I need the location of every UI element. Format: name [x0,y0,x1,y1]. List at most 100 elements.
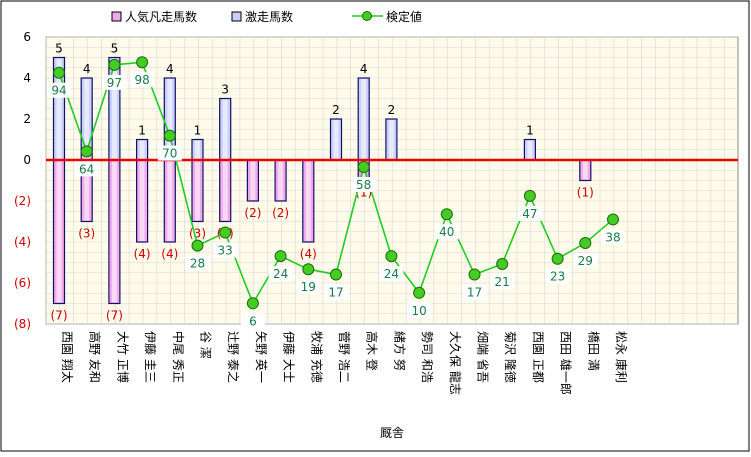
x-tick-label: 大竹 正博 [115,331,130,383]
kentei-data-label: 21 [495,275,510,289]
kentei-label-bg [407,302,432,318]
kentei-label-bg [601,229,625,245]
bar-label-gekiso: 1 [138,124,146,138]
bar-label-ninki-bonso: (7) [51,309,68,323]
bar-label-ninki-bonso: (4) [134,247,151,261]
bar-gekiso-highlight [84,79,90,159]
y-tick-label: 4 [23,71,31,85]
kentei-label-bg [47,82,71,98]
kentei-point [302,263,315,276]
x-tick-label: 中尾 秀正 [171,331,186,383]
kentei-point [136,56,149,69]
bar-gekiso-highlight [195,140,200,159]
legend-marker-kentei [362,11,372,21]
bar-label-ninki-bonso: (7) [106,309,123,323]
kentei-data-label: 58 [356,178,371,192]
bar-label-ninki-bonso: (3) [189,227,206,241]
bar-gekiso-highlight [139,140,145,159]
bar-gekiso-highlight [527,140,533,159]
kentei-data-label: 23 [550,270,565,284]
kentei-point [246,297,259,310]
kentei-label-bg [185,255,210,271]
kentei-data-label: 47 [522,207,537,221]
bar-gekiso-highlight [388,120,394,159]
kentei-point [496,257,509,270]
x-tick-label: 牧浦 充徳 [309,331,324,383]
kentei-label-bg [240,313,265,329]
y-tick-label: 6 [23,30,31,44]
bar-label-gekiso: 3 [221,83,229,97]
x-tick-label: 谷 潔 [199,331,213,359]
x-tick-label: 菊沢 隆徳 [503,331,518,383]
bar-ninki-bonso-highlight [167,161,173,241]
kentei-label-bg [517,205,542,221]
kentei-point [413,286,426,299]
kentei-data-label: 94 [51,84,66,98]
bar-gekiso-highlight [361,79,367,159]
x-tick-label: 松永 康利 [614,331,629,383]
bar-label-ninki-bonso: (4) [161,247,178,261]
legend-swatch-ninki-bonso [111,11,122,22]
legend-label-ninki-bonso: 人気凡走馬数 [125,9,197,24]
bar-ninki-bonso-highlight [305,161,311,241]
kentei-point [385,250,398,263]
kentei-point [607,213,619,226]
kentei-point [468,268,481,281]
kentei-point [53,66,65,79]
y-tick-label: (8) [14,317,31,331]
bar-ninki-bonso-highlight [56,161,62,303]
bar-label-ninki-bonso: (4) [300,247,317,261]
bar-gekiso-highlight [222,99,228,159]
kentei-point [523,189,536,202]
bar-ninki-bonso-highlight [84,161,90,221]
kentei-label-bg [213,242,238,258]
kentei-point [191,239,204,252]
bar-label-gekiso: 4 [166,62,174,76]
bar-label-gekiso: 5 [55,42,63,56]
kentei-label-bg [157,145,182,161]
bar-gekiso-highlight [111,58,117,159]
kentei-data-label: 24 [384,267,399,281]
legend-label-gekiso: 激走馬数 [245,9,293,24]
kentei-data-label: 17 [328,285,343,299]
kentei-data-label: 28 [190,257,205,271]
bar-gekiso-highlight [333,120,339,159]
x-axis-label: 厩舎 [380,426,404,440]
kentei-label-bg [296,279,321,295]
x-tick-label: 伊藤 圭三 [143,331,157,383]
x-tick-label: 畑端 省吾 [476,331,490,383]
x-tick-label: 矢野 英一 [254,331,268,383]
legend-label-kentei: 検定値 [386,9,422,24]
kentei-point [579,237,592,250]
kentei-label-bg [74,161,99,177]
bar-label-ninki-bonso: (1) [577,186,594,200]
kentei-data-label: 98 [134,73,149,87]
bar-ninki-bonso-highlight [222,161,228,221]
kentei-data-label: 19 [301,280,316,294]
bar-ninki-bonso-highlight [250,161,256,200]
kentei-point [274,250,287,263]
kentei-label-bg [462,284,487,300]
kentei-point [440,208,453,221]
kentei-data-label: 97 [107,76,122,90]
kentei-label-bg [351,177,376,193]
bar-label-ninki-bonso: (2) [272,206,289,220]
bar-ninki-bonso-highlight [278,161,284,200]
bar-label-gekiso: 4 [360,62,368,76]
x-axis-ticks: 西園 翔太 高野 友和 大竹 正博 伊藤 圭三 中尾 秀正谷 潔辻野 泰之 矢野 英一 伊藤… [60,331,629,395]
kentei-label-bg [490,273,515,289]
kentei-point [357,161,370,174]
bar-ninki-bonso-highlight [111,161,117,303]
y-axis-ticks: 6 4 2 0 (2) (4) (6) (8) [14,30,31,331]
kentei-data-label: 38 [605,230,620,244]
x-tick-label: 伊藤 大士 [282,331,296,383]
kentei-label-bg [102,74,127,90]
kentei-data-label: 17 [467,285,482,299]
bar-ninki-bonso-highlight [195,161,200,221]
kentei-label-bg [268,266,293,282]
kentei-data-label: 70 [162,147,177,161]
y-tick-label: 0 [23,153,31,167]
kentei-point [108,58,121,71]
x-tick-label: 緒方 努 [392,331,407,371]
